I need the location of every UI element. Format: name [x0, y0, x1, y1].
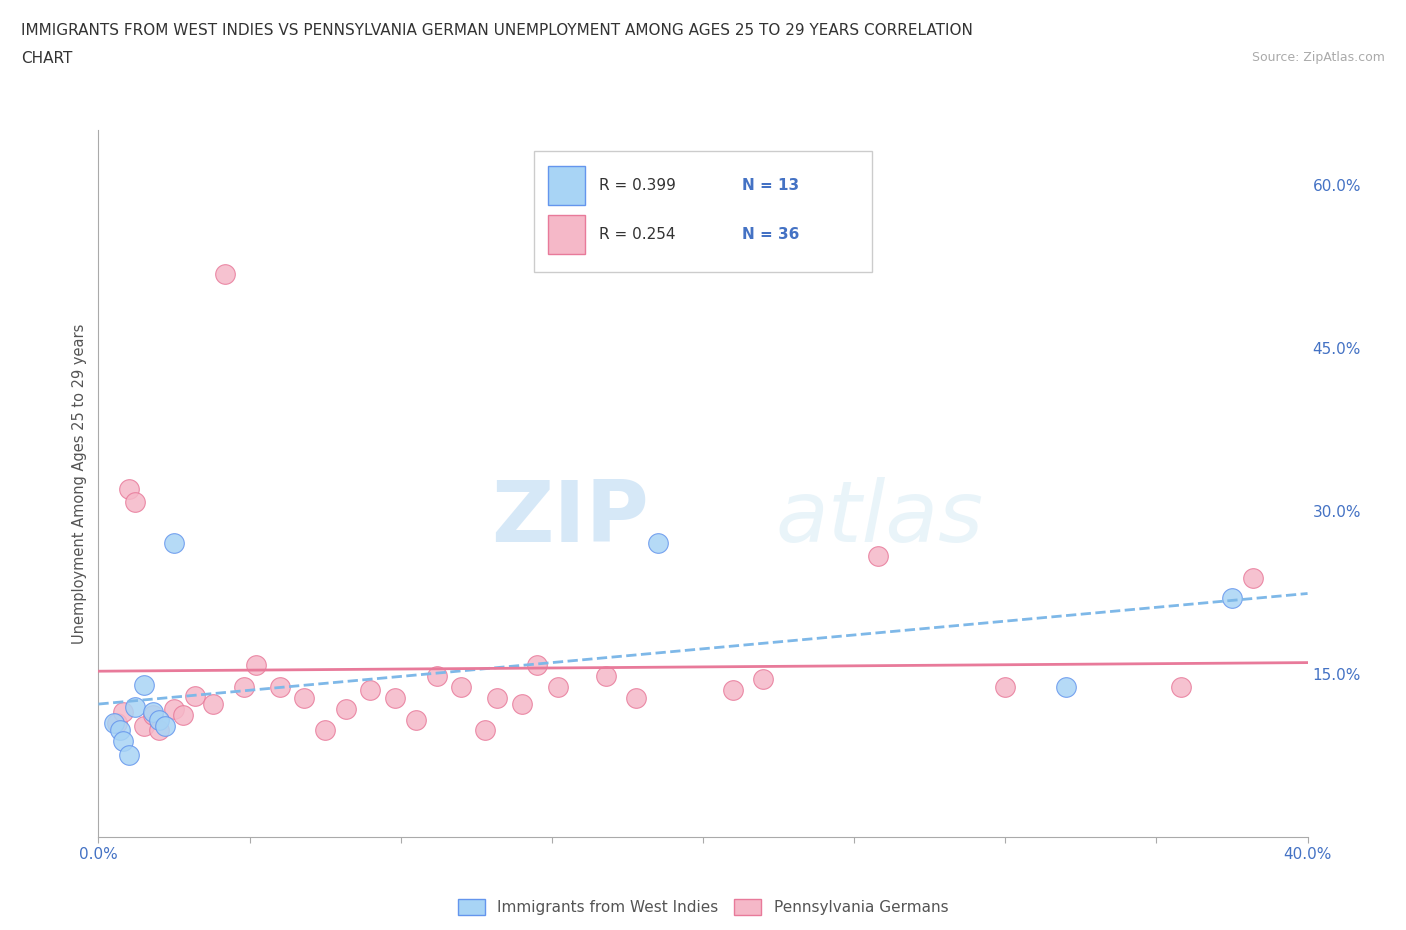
Point: [202, 697, 225, 711]
Point: [1170, 680, 1192, 695]
Legend: Immigrants from West Indies, Pennsylvania Germans: Immigrants from West Indies, Pennsylvani…: [451, 893, 955, 922]
Point: [118, 482, 141, 497]
Point: [118, 748, 141, 763]
Point: [105, 715, 128, 730]
Point: [335, 701, 357, 716]
Text: N = 13: N = 13: [742, 178, 799, 193]
Text: N = 36: N = 36: [742, 227, 799, 243]
Point: [426, 669, 449, 684]
Text: atlas: atlas: [776, 477, 984, 561]
Point: [245, 658, 267, 672]
Point: [868, 549, 890, 564]
FancyBboxPatch shape: [548, 166, 585, 205]
Point: [526, 658, 548, 672]
Point: [232, 680, 254, 695]
Point: [142, 708, 165, 723]
Point: [360, 683, 382, 698]
Text: Source: ZipAtlas.com: Source: ZipAtlas.com: [1251, 51, 1385, 64]
Point: [163, 536, 186, 551]
Point: [269, 680, 291, 695]
FancyBboxPatch shape: [548, 216, 585, 254]
Point: [547, 680, 569, 695]
Text: IMMIGRANTS FROM WEST INDIES VS PENNSYLVANIA GERMAN UNEMPLOYMENT AMONG AGES 25 TO: IMMIGRANTS FROM WEST INDIES VS PENNSYLVA…: [21, 23, 973, 38]
Point: [1220, 591, 1243, 605]
Text: CHART: CHART: [21, 51, 73, 66]
Point: [124, 699, 146, 714]
Point: [132, 677, 155, 692]
Point: [124, 495, 146, 510]
Point: [723, 683, 745, 698]
Point: [1054, 680, 1077, 695]
Point: [510, 697, 533, 711]
Point: [163, 701, 186, 716]
Point: [994, 680, 1017, 695]
Y-axis label: Unemployment Among Ages 25 to 29 years: Unemployment Among Ages 25 to 29 years: [72, 324, 87, 644]
FancyBboxPatch shape: [534, 152, 872, 272]
Point: [595, 669, 617, 684]
Point: [647, 536, 669, 551]
Point: [172, 708, 194, 723]
Point: [142, 705, 165, 720]
Point: [486, 690, 509, 705]
Point: [184, 688, 207, 703]
Text: R = 0.399: R = 0.399: [599, 178, 676, 193]
Text: R = 0.254: R = 0.254: [599, 227, 675, 243]
Point: [148, 712, 170, 727]
Point: [450, 680, 472, 695]
Point: [314, 723, 336, 737]
Point: [752, 671, 775, 686]
Point: [111, 734, 134, 749]
Point: [148, 723, 170, 737]
Point: [103, 715, 125, 730]
Text: ZIP: ZIP: [491, 477, 648, 561]
Point: [474, 723, 496, 737]
Point: [153, 719, 176, 734]
Point: [626, 690, 648, 705]
Point: [132, 719, 155, 734]
Point: [405, 712, 427, 727]
Point: [384, 690, 406, 705]
Point: [292, 690, 315, 705]
Point: [111, 705, 134, 720]
Point: [108, 723, 131, 737]
Point: [1241, 571, 1264, 586]
Point: [214, 266, 236, 281]
